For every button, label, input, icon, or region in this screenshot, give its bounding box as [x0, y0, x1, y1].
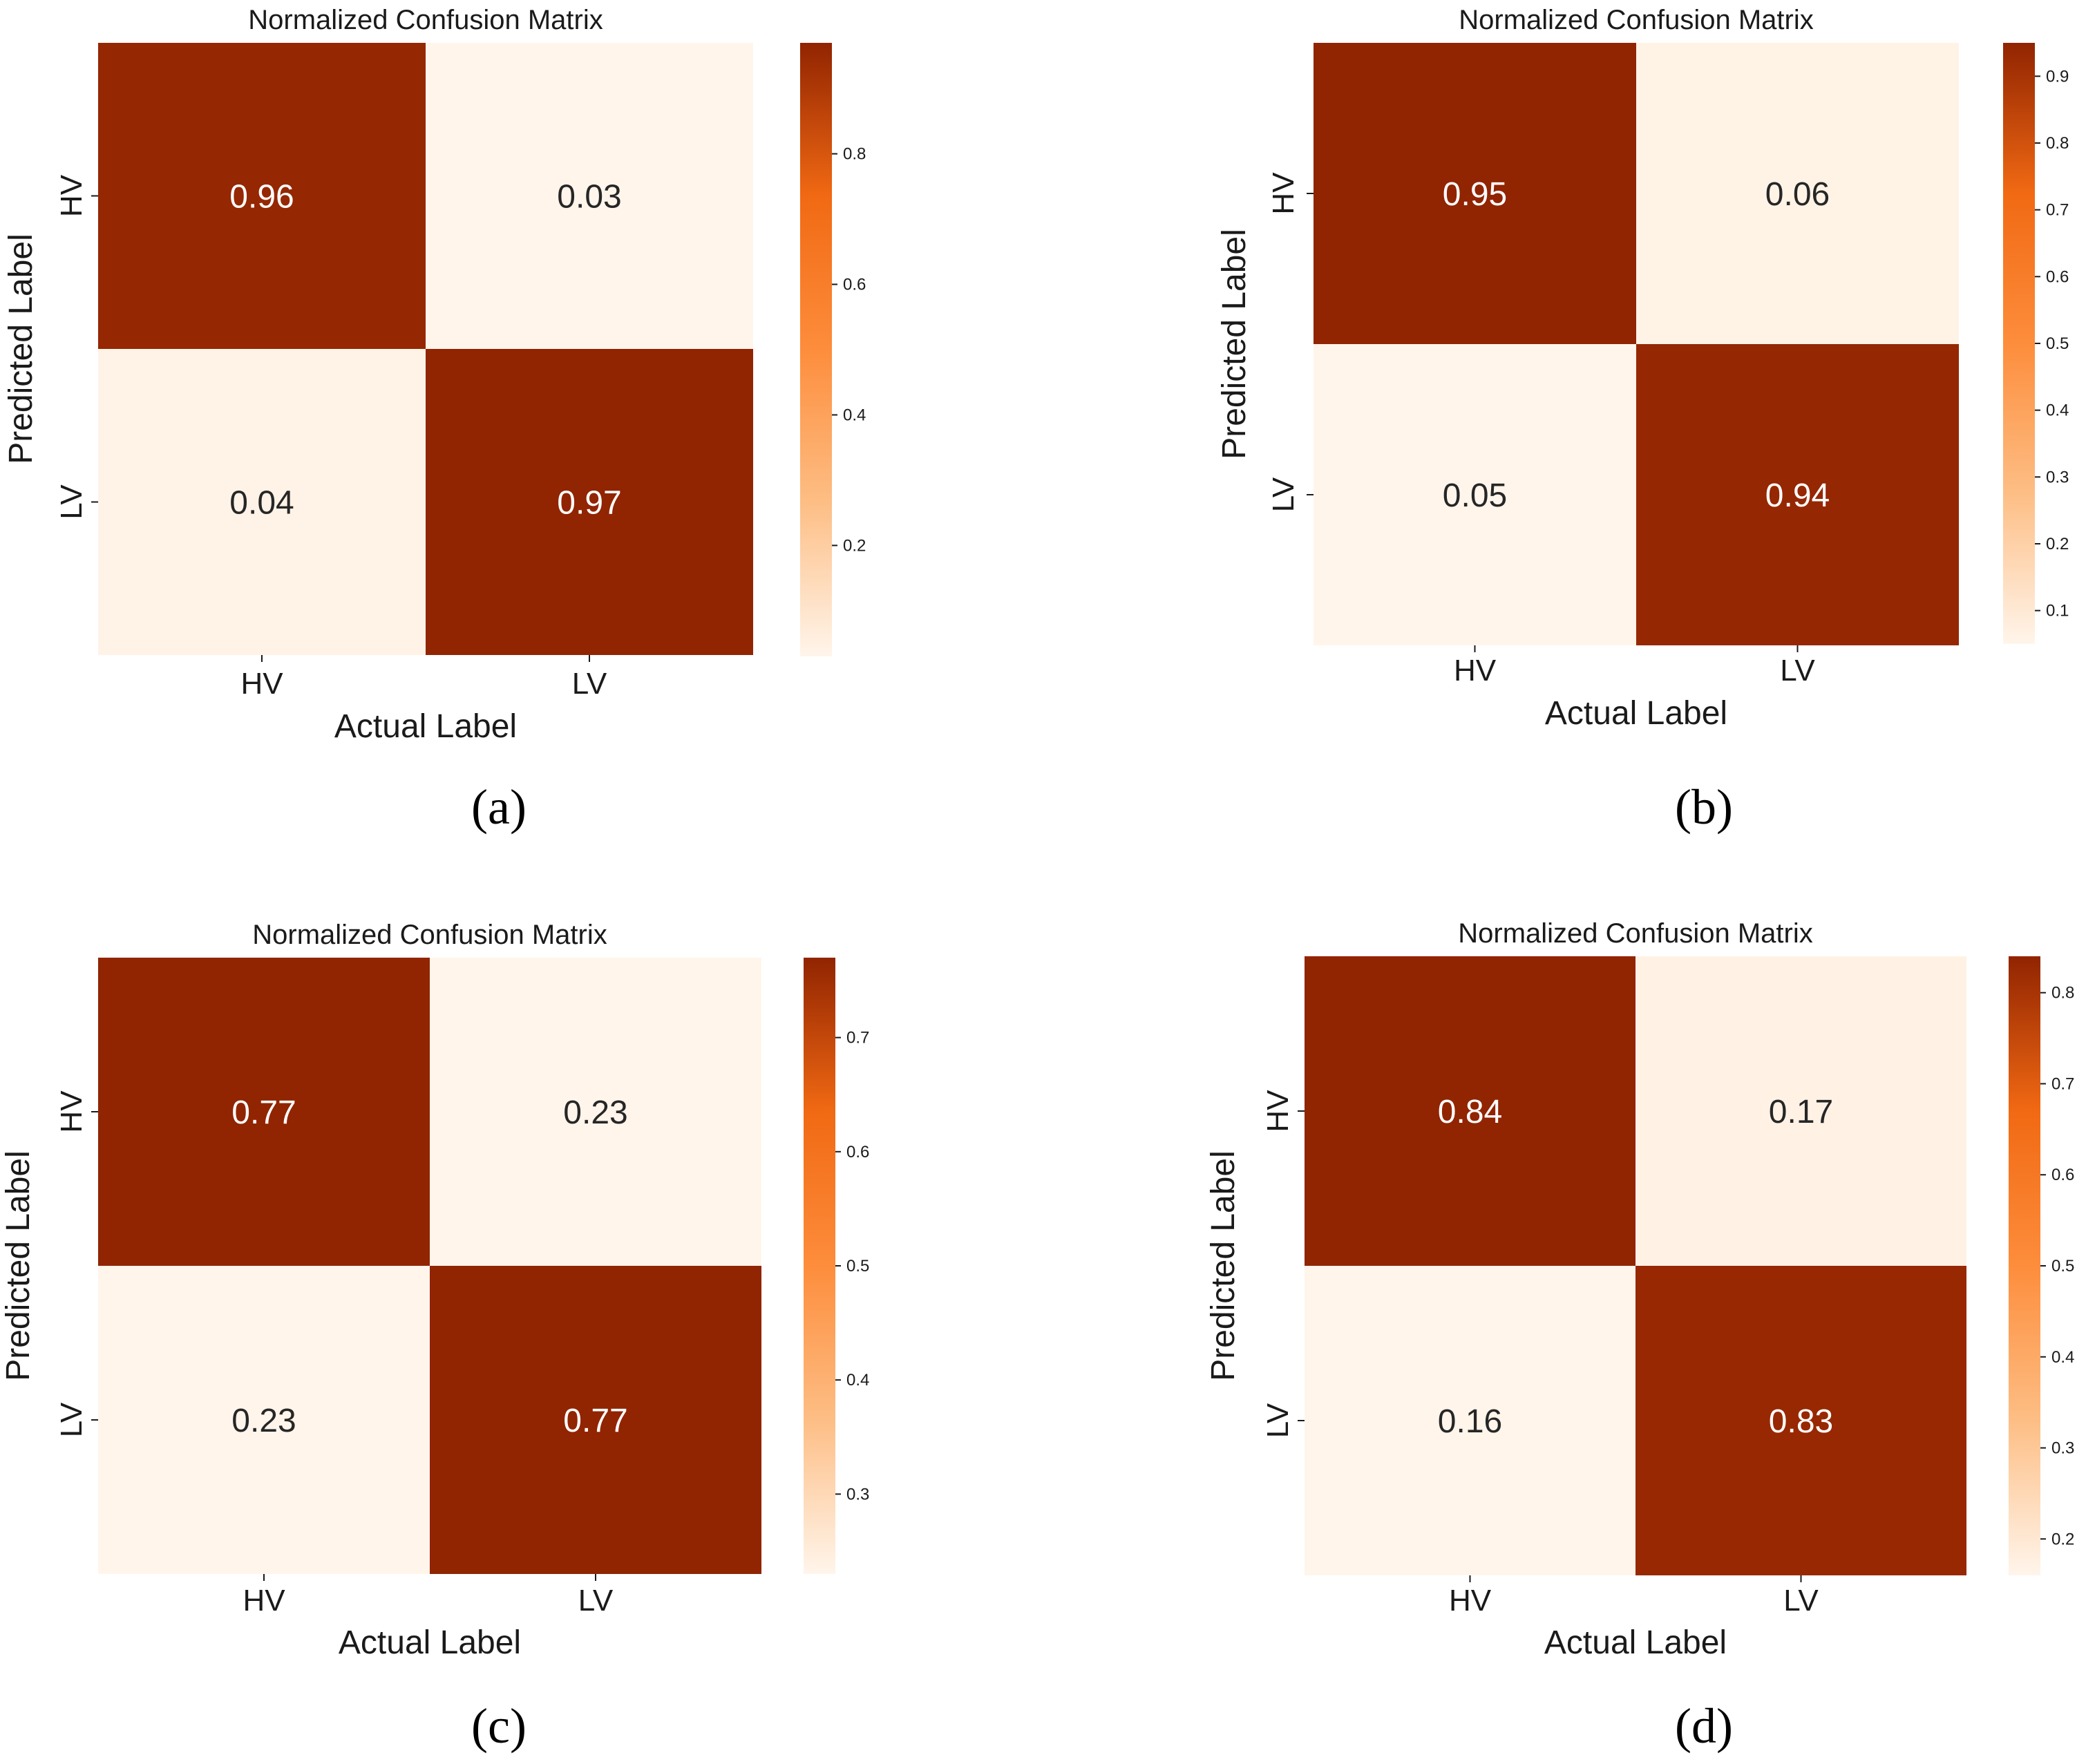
y-axis-label-b: Predicted Label	[1216, 229, 1253, 459]
y-tick-label-b-lv: LV	[1267, 477, 1300, 512]
chart-title-b: Normalized Confusion Matrix	[1459, 5, 1814, 35]
y-tick-label-c-hv: HV	[55, 1090, 88, 1133]
colorbar-tick-label-d-1: 0.3	[2051, 1439, 2074, 1458]
colorbar-c	[804, 958, 835, 1574]
colorbar-tick-label-b-5: 0.6	[2046, 267, 2069, 286]
colorbar-tick-label-b-0: 0.1	[2046, 602, 2069, 620]
y-tick-label-a-hv: HV	[55, 174, 88, 217]
heatmap-cell-b-lv-hv	[1314, 344, 1636, 645]
cell-value-label-a-1-1: 0.97	[557, 485, 621, 522]
panel-label-b: (b)	[1675, 779, 1733, 835]
colorbar-d	[2009, 956, 2040, 1575]
y-tick-label-a-lv: LV	[55, 484, 88, 520]
cell-value-label-b-0-1: 0.06	[1765, 176, 1830, 213]
x-axis-label-b: Actual Label	[1545, 695, 1727, 732]
colorbar-tick-label-c-1: 0.4	[846, 1371, 869, 1390]
colorbar-tick-label-c-4: 0.7	[846, 1029, 869, 1047]
heatmap-cell-d-lv-hv	[1305, 1266, 1635, 1575]
colorbar-a	[800, 43, 832, 656]
heatmap-cell-d-hv-lv	[1635, 956, 1966, 1266]
colorbar-tick-label-b-4: 0.5	[2046, 334, 2069, 353]
cell-value-label-d-1-1: 0.83	[1769, 1403, 1833, 1440]
heatmap-cell-c-hv-hv	[98, 958, 430, 1266]
panel-d: Normalized Confusion Matrix 0.84 0.17 0.16 0…	[1205, 918, 2074, 1754]
colorbar-tick-label-b-2: 0.3	[2046, 468, 2069, 486]
cell-value-label-d-0-1: 0.17	[1769, 1094, 1833, 1130]
chart-title-a: Normalized Confusion Matrix	[248, 5, 603, 35]
y-axis-label-d: Predicted Label	[1205, 1150, 1242, 1381]
cell-value-label-d-1-0: 0.16	[1438, 1403, 1502, 1440]
heatmap-cell-c-hv-lv	[430, 958, 761, 1266]
x-axis-label-d: Actual Label	[1544, 1624, 1727, 1661]
colorbar-tick-label-d-5: 0.7	[2051, 1074, 2074, 1093]
y-tick-label-b-hv: HV	[1267, 172, 1300, 215]
colorbar-tick-label-d-6: 0.8	[2051, 984, 2074, 1003]
heatmap-cell-a-hv-lv	[426, 43, 753, 349]
panel-a: Normalized Confusion Matrix 0.96 0.03 0.04 0…	[3, 5, 866, 835]
y-tick-label-d-hv: HV	[1261, 1090, 1295, 1132]
cell-value-label-d-0-0: 0.84	[1438, 1094, 1502, 1130]
cell-value-label-b-0-0: 0.95	[1443, 176, 1507, 213]
cell-value-label-b-1-0: 0.05	[1443, 477, 1507, 514]
panel-b: Normalized Confusion Matrix 0.95 0.06 0.05 0…	[1216, 5, 2069, 835]
y-tick-label-d-lv: LV	[1261, 1403, 1295, 1438]
y-tick-label-c-lv: LV	[55, 1402, 88, 1437]
cell-value-label-c-1-1: 0.77	[563, 1403, 627, 1439]
colorbar-tick-label-a-0: 0.2	[843, 536, 866, 555]
panel-c: Normalized Confusion Matrix 0.77 0.23 0.23 0…	[0, 920, 869, 1754]
panel-label-d: (d)	[1675, 1698, 1733, 1754]
colorbar-tick-label-a-2: 0.6	[843, 276, 866, 294]
heatmap-cell-b-lv-lv	[1636, 344, 1959, 645]
y-axis-label-a: Predicted Label	[3, 234, 39, 464]
colorbar-tick-label-d-4: 0.6	[2051, 1166, 2074, 1184]
x-tick-label-b-hv: HV	[1454, 654, 1497, 687]
colorbar-tick-label-c-3: 0.6	[846, 1143, 869, 1161]
x-tick-label-c-lv: LV	[578, 1584, 614, 1618]
colorbar-tick-label-b-6: 0.7	[2046, 201, 2069, 220]
colorbar-b	[2003, 43, 2035, 644]
cell-value-label-a-0-1: 0.03	[557, 179, 621, 216]
colorbar-tick-label-a-3: 0.8	[843, 145, 866, 164]
heatmap-cell-c-lv-hv	[98, 1266, 430, 1574]
cell-value-label-c-1-0: 0.23	[231, 1403, 296, 1439]
colorbar-tick-label-b-7: 0.8	[2046, 134, 2069, 153]
cell-value-label-b-1-1: 0.94	[1765, 477, 1830, 514]
heatmap-cell-b-hv-hv	[1314, 43, 1636, 344]
x-tick-label-a-hv: HV	[240, 667, 283, 701]
heatmap-cell-a-hv-hv	[98, 43, 426, 349]
panel-label-c: (c)	[471, 1698, 527, 1754]
colorbar-tick-label-d-2: 0.4	[2051, 1348, 2074, 1367]
heatmap-cell-a-lv-hv	[98, 349, 426, 655]
colorbar-tick-label-c-0: 0.3	[846, 1485, 869, 1504]
colorbar-tick-label-c-2: 0.5	[846, 1257, 869, 1275]
x-tick-label-b-lv: LV	[1780, 654, 1815, 687]
cell-value-label-a-0-0: 0.96	[229, 179, 294, 216]
x-tick-label-a-lv: LV	[572, 667, 607, 701]
chart-title-c: Normalized Confusion Matrix	[252, 920, 607, 950]
heatmap-cell-b-hv-lv	[1636, 43, 1959, 344]
panel-label-a: (a)	[471, 779, 527, 835]
y-axis-label-c: Predicted Label	[0, 1150, 37, 1381]
colorbar-tick-label-d-0: 0.2	[2051, 1530, 2074, 1548]
colorbar-tick-label-d-3: 0.5	[2051, 1257, 2074, 1275]
cell-value-label-c-0-0: 0.77	[231, 1094, 296, 1131]
cell-value-label-a-1-0: 0.04	[229, 485, 294, 522]
chart-title-d: Normalized Confusion Matrix	[1458, 918, 1813, 949]
heatmap-cell-d-lv-lv	[1635, 1266, 1966, 1575]
colorbar-tick-label-a-1: 0.4	[843, 406, 866, 424]
colorbar-tick-label-b-1: 0.2	[2046, 535, 2069, 553]
x-tick-label-c-hv: HV	[243, 1584, 285, 1618]
heatmap-cell-a-lv-lv	[426, 349, 753, 655]
heatmap-cell-c-lv-lv	[430, 1266, 761, 1574]
x-axis-label-a: Actual Label	[334, 708, 517, 745]
x-axis-label-c: Actual Label	[339, 1624, 521, 1661]
cell-value-label-c-0-1: 0.23	[563, 1094, 627, 1131]
heatmap-cell-d-hv-hv	[1305, 956, 1635, 1266]
x-tick-label-d-lv: LV	[1783, 1584, 1819, 1618]
colorbar-tick-label-b-8: 0.9	[2046, 67, 2069, 86]
colorbar-tick-label-b-3: 0.4	[2046, 401, 2069, 420]
x-tick-label-d-hv: HV	[1449, 1584, 1492, 1618]
